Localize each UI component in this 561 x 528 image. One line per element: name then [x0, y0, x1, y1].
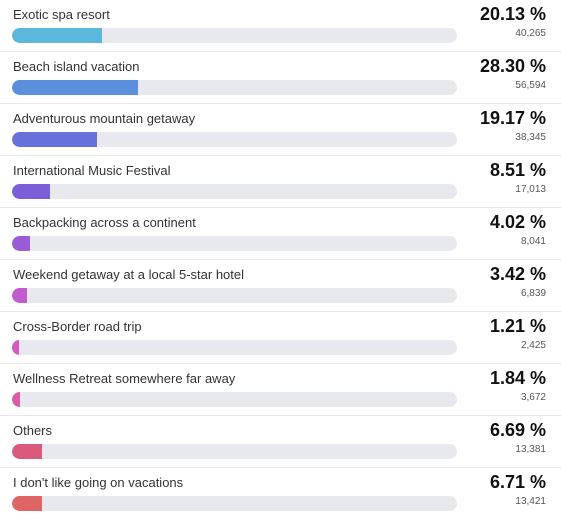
vote-count: 56,594	[515, 80, 546, 91]
option-label: Others	[13, 423, 53, 438]
result-row: I don't like going on vacations 6.71 % 1…	[0, 468, 561, 520]
progress-track	[12, 28, 457, 43]
result-row: Beach island vacation 28.30 % 56,594	[0, 52, 561, 104]
progress-track	[12, 444, 457, 459]
progress-track	[12, 80, 457, 95]
result-row: Backpacking across a continent 4.02 % 8,…	[0, 208, 561, 260]
result-row: Weekend getaway at a local 5-star hotel …	[0, 260, 561, 312]
progress-track	[12, 184, 457, 199]
result-row: Adventurous mountain getaway 19.17 % 38,…	[0, 104, 561, 156]
percent-value: 20.13 %	[479, 4, 546, 24]
option-label: International Music Festival	[13, 163, 171, 178]
vote-count: 2,425	[520, 340, 546, 351]
option-label: Cross-Border road trip	[13, 319, 142, 334]
progress-fill	[12, 288, 28, 303]
percent-value: 8.51 %	[489, 160, 546, 180]
option-label: Exotic spa resort	[13, 7, 110, 22]
percent-value: 1.21 %	[489, 316, 546, 336]
progress-fill	[12, 80, 138, 95]
percent-value: 6.69 %	[489, 420, 546, 440]
progress-track	[12, 496, 457, 511]
percent-value: 28.30 %	[479, 56, 546, 76]
progress-fill	[12, 496, 42, 511]
progress-fill	[12, 444, 42, 459]
result-row: Exotic spa resort 20.13 % 40,265	[0, 0, 561, 52]
percent-value: 1.84 %	[489, 368, 546, 388]
progress-track	[12, 132, 457, 147]
percent-value: 4.02 %	[489, 212, 546, 232]
vote-count: 13,381	[515, 444, 546, 455]
progress-fill	[12, 184, 50, 199]
vote-count: 13,421	[515, 496, 546, 507]
vote-count: 17,013	[515, 184, 546, 195]
percent-value: 3.42 %	[489, 264, 546, 284]
progress-fill	[12, 340, 19, 355]
vote-count: 6,839	[520, 288, 546, 299]
option-label: Wellness Retreat somewhere far away	[13, 371, 236, 386]
result-row: Wellness Retreat somewhere far away 1.84…	[0, 364, 561, 416]
progress-track	[12, 392, 457, 407]
option-label: Beach island vacation	[13, 59, 140, 74]
vote-count: 3,672	[520, 392, 546, 403]
vote-count: 38,345	[515, 132, 546, 143]
vote-count: 40,265	[515, 28, 546, 39]
percent-value: 19.17 %	[479, 108, 546, 128]
result-row: Others 6.69 % 13,381	[0, 416, 561, 468]
progress-fill	[12, 132, 98, 147]
progress-fill	[12, 236, 30, 251]
option-label: Weekend getaway at a local 5-star hotel	[13, 267, 245, 282]
vote-count: 8,041	[520, 236, 546, 247]
progress-track	[12, 340, 457, 355]
result-row: Cross-Border road trip 1.21 % 2,425	[0, 312, 561, 364]
option-label: Backpacking across a continent	[13, 215, 196, 230]
option-label: I don't like going on vacations	[13, 475, 184, 490]
progress-track	[12, 288, 457, 303]
progress-fill	[12, 392, 21, 407]
option-label: Adventurous mountain getaway	[13, 111, 196, 126]
progress-fill	[12, 28, 102, 43]
percent-value: 6.71 %	[489, 472, 546, 492]
result-row: International Music Festival 8.51 % 17,0…	[0, 156, 561, 208]
progress-track	[12, 236, 457, 251]
